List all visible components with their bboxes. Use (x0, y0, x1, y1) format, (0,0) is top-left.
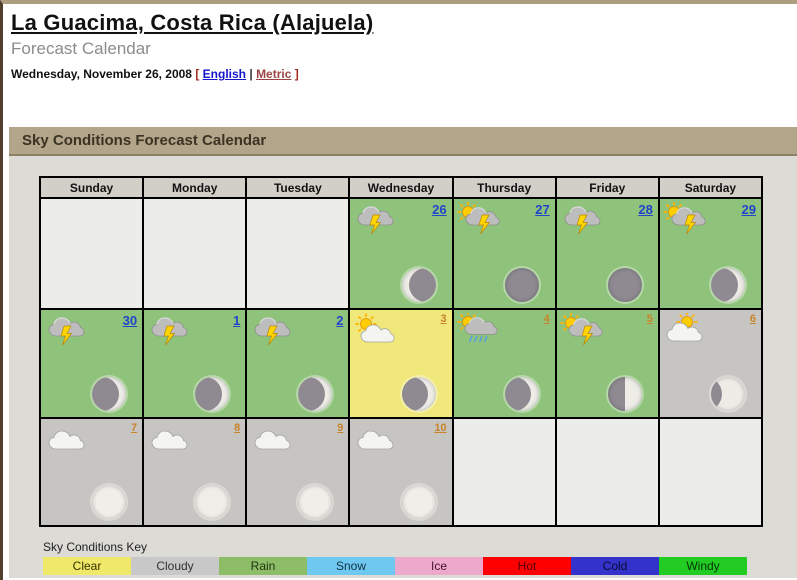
calendar-day-cell: 27 (453, 199, 555, 308)
cloud-icon (147, 422, 191, 456)
calendar-day-cell: 9 (247, 419, 349, 525)
date-link[interactable]: 4 (543, 313, 550, 325)
section-title: Sky Conditions Forecast Calendar (22, 132, 267, 149)
page-header: La Guacima, Costa Rica (Alajuela) Foreca… (3, 4, 797, 127)
key-item-rain: Rain (219, 557, 307, 575)
calendar-day-cell: 2 (247, 310, 349, 417)
key-item-ice: Ice (395, 557, 483, 575)
date-link[interactable]: 5 (646, 313, 653, 325)
moon-phase-icon (711, 377, 745, 411)
thunderstorm-icon (560, 202, 604, 236)
key-strip: Clear Cloudy Rain Snow Ice Hot Cold Windy (43, 557, 747, 575)
page-subtitle: Forecast Calendar (11, 39, 151, 58)
key-item-snow: Snow (307, 557, 395, 575)
day-header: Saturday (659, 178, 761, 197)
key-label: Sky Conditions Key (43, 540, 148, 554)
thunderstorm-icon (147, 313, 191, 347)
date-link[interactable]: 30 (122, 313, 138, 328)
day-header: Sunday (41, 178, 143, 197)
calendar-day-cell: 4 (453, 310, 555, 417)
key-item-clear: Clear (43, 557, 131, 575)
moon-phase-icon (298, 485, 333, 519)
moon-phase-icon (504, 268, 539, 302)
thunderstorm-icon (250, 313, 294, 347)
day-header: Friday (556, 178, 658, 197)
date-link[interactable]: 2 (336, 313, 344, 328)
calendar-day-cell: 26 (350, 199, 452, 308)
calendar-grid: Sunday Monday Tuesday Wednesday Thursday Frid… (39, 176, 763, 527)
key-item-windy: Windy (659, 557, 747, 575)
bracket-open: [ (195, 67, 200, 81)
sun-rain-icon (457, 313, 501, 347)
date-link[interactable]: 27 (535, 202, 550, 217)
calendar-empty-cell (556, 419, 658, 525)
section-header-bar: Sky Conditions Forecast Calendar (9, 127, 797, 156)
date-link[interactable]: 10 (434, 422, 447, 434)
cloud-icon (353, 422, 397, 456)
date-link[interactable]: 1 (233, 313, 241, 328)
date-link[interactable]: 3 (440, 313, 447, 325)
calendar-empty-cell (144, 199, 246, 308)
key-item-cold: Cold (571, 557, 659, 575)
key-item-hot: Hot (483, 557, 571, 575)
moon-phase-icon (195, 485, 230, 519)
sun-thunderstorm-icon (560, 313, 604, 347)
date-link[interactable]: 6 (749, 313, 756, 325)
calendar-day-cell: 7 (41, 419, 143, 525)
date-link[interactable]: 7 (131, 422, 138, 434)
moon-phase-icon (401, 485, 436, 519)
day-header: Wednesday (350, 178, 452, 197)
date-link[interactable]: 26 (432, 202, 447, 217)
thunderstorm-icon (44, 313, 88, 347)
sun-thunderstorm-icon (663, 202, 707, 236)
day-header: Tuesday (247, 178, 349, 197)
moon-phase-icon (195, 377, 230, 411)
cloud-icon (250, 422, 294, 456)
calendar-day-cell: 8 (144, 419, 246, 525)
calendar-day-cell: 1 (144, 310, 246, 417)
date-link[interactable]: 9 (337, 422, 344, 434)
moon-phase-icon (92, 485, 127, 519)
link-separator: | (249, 67, 253, 81)
calendar-empty-cell (659, 419, 761, 525)
moon-phase-icon (92, 377, 127, 411)
moon-phase-icon (504, 377, 539, 411)
calendar-day-cell: 6 (659, 310, 761, 417)
bracket-close: ] (294, 67, 299, 81)
date-link[interactable]: 29 (741, 202, 756, 217)
moon-phase-icon (607, 377, 642, 411)
thunderstorm-icon (353, 202, 397, 236)
current-date: Wednesday, November 26, 2008 (11, 67, 192, 81)
calendar-day-cell: 3 (350, 310, 452, 417)
moon-phase-icon (401, 377, 436, 411)
calendar-day-cell: 30 (41, 310, 143, 417)
sun-mostly-cloudy-icon (663, 313, 707, 347)
sun-cloud-icon (353, 313, 397, 347)
day-header: Monday (144, 178, 246, 197)
calendar-day-cell: 10 (350, 419, 452, 525)
page-title: La Guacima, Costa Rica (Alajuela) (11, 10, 374, 35)
key-item-cloudy: Cloudy (131, 557, 219, 575)
date-line: Wednesday, November 26, 2008 [ English |… (11, 67, 797, 81)
calendar-panel: Sunday Monday Tuesday Wednesday Thursday Frid… (9, 156, 797, 578)
calendar-day-cell: 29 (659, 199, 761, 308)
moon-phase-icon (401, 268, 436, 302)
date-link[interactable]: 28 (638, 202, 653, 217)
calendar-day-cell: 28 (556, 199, 658, 308)
moon-phase-icon (298, 377, 333, 411)
moon-phase-icon (711, 268, 745, 302)
calendar-empty-cell (453, 419, 555, 525)
calendar-day-cell: 5 (556, 310, 658, 417)
metric-units-link[interactable]: Metric (256, 67, 292, 81)
calendar-empty-cell (41, 199, 143, 308)
day-header: Thursday (453, 178, 555, 197)
english-units-link[interactable]: English (202, 67, 247, 81)
cloud-icon (44, 422, 88, 456)
sky-conditions-key: Sky Conditions Key Clear Cloudy Rain Snow Ic… (43, 540, 797, 575)
date-link[interactable]: 8 (234, 422, 241, 434)
calendar-empty-cell (247, 199, 349, 308)
sun-thunderstorm-icon (457, 202, 501, 236)
moon-phase-icon (607, 268, 642, 302)
